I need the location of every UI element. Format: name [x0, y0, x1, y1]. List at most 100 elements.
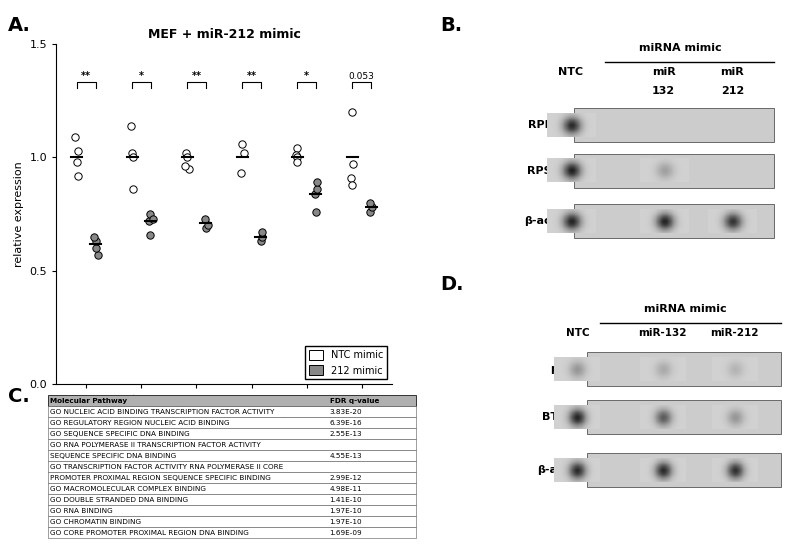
Title: MEF + miR-212 mimic: MEF + miR-212 mimic: [147, 29, 301, 41]
Bar: [48, 472, 416, 483]
Y-axis label: relative expression: relative expression: [14, 161, 24, 267]
Text: 6.39E-16: 6.39E-16: [330, 420, 362, 425]
Legend: NTC mimic, 212 mimic: NTC mimic, 212 mimic: [305, 346, 387, 379]
Text: RPS10: RPS10: [527, 166, 567, 176]
Point: [200, 223, 213, 232]
Text: GO SEQUENCE SPECIFIC DNA BINDING: GO SEQUENCE SPECIFIC DNA BINDING: [50, 431, 190, 436]
Text: GO REGULATORY REGION NUCLEIC ACID BINDING: GO REGULATORY REGION NUCLEIC ACID BINDIN…: [50, 420, 230, 425]
Text: B.: B.: [440, 16, 462, 36]
Point: [255, 228, 268, 237]
Bar: [48, 505, 416, 516]
Point: [126, 185, 139, 194]
Text: 2.99E-12: 2.99E-12: [330, 475, 362, 480]
Point: [234, 169, 247, 178]
Point: [126, 148, 138, 157]
Point: [238, 148, 250, 157]
Point: [127, 153, 140, 162]
Text: NTC: NTC: [566, 328, 589, 338]
Bar: [574, 108, 774, 142]
Point: [87, 232, 100, 241]
Text: GO DOUBLE STRANDED DNA BINDING: GO DOUBLE STRANDED DNA BINDING: [50, 497, 188, 502]
Point: [290, 151, 302, 160]
Text: 4.98E-11: 4.98E-11: [330, 486, 362, 491]
Point: [364, 208, 377, 216]
Bar: [48, 439, 416, 450]
Point: [181, 153, 194, 162]
Text: GO RNA BINDING: GO RNA BINDING: [50, 508, 113, 513]
Point: [345, 173, 358, 182]
Bar: [48, 406, 416, 417]
Text: miR: miR: [652, 67, 675, 77]
Point: [146, 214, 159, 223]
Point: [91, 250, 104, 259]
Point: [290, 158, 303, 166]
Text: PROMOTER PROXIMAL REGION SEQUENCE SPECIFIC BINDING: PROMOTER PROXIMAL REGION SEQUENCE SPECIF…: [50, 475, 270, 480]
Text: 1.41E-10: 1.41E-10: [330, 497, 362, 502]
Point: [71, 171, 84, 180]
Point: [310, 208, 322, 216]
Point: [90, 244, 102, 253]
Text: 132: 132: [652, 86, 675, 96]
Text: miR: miR: [721, 67, 744, 77]
Text: RPL27: RPL27: [528, 120, 567, 130]
Point: [254, 237, 267, 246]
Text: BTAF1: BTAF1: [542, 412, 581, 422]
Text: Molecular Pathway: Molecular Pathway: [50, 398, 127, 404]
Point: [310, 178, 323, 187]
Point: [366, 203, 378, 212]
Point: [345, 108, 358, 116]
Text: miR-212: miR-212: [710, 328, 759, 338]
Point: [256, 232, 269, 241]
Text: GO TRANSCRIPTION FACTOR ACTIVITY RNA POLYMERASE II CORE: GO TRANSCRIPTION FACTOR ACTIVITY RNA POL…: [50, 464, 283, 469]
Text: miRNA mimic: miRNA mimic: [639, 43, 722, 53]
Point: [346, 180, 358, 189]
Bar: [48, 527, 416, 538]
Text: β-actin: β-actin: [524, 216, 567, 226]
Bar: [48, 494, 416, 505]
Text: 4.55E-13: 4.55E-13: [330, 453, 362, 458]
Point: [236, 139, 249, 148]
Point: [143, 210, 156, 219]
Point: [179, 148, 192, 157]
Point: [178, 162, 191, 171]
Text: 2.55E-13: 2.55E-13: [330, 431, 362, 436]
Text: 212: 212: [721, 86, 744, 96]
Text: 1.69E-09: 1.69E-09: [330, 530, 362, 535]
Text: 3.83E-20: 3.83E-20: [330, 409, 362, 414]
Text: p300: p300: [550, 364, 581, 374]
Text: *: *: [304, 71, 309, 81]
Text: A.: A.: [8, 16, 31, 36]
Text: D.: D.: [440, 274, 463, 294]
Text: **: **: [191, 71, 202, 81]
Text: miR-132: miR-132: [638, 328, 687, 338]
Bar: [574, 154, 774, 188]
Point: [69, 132, 82, 141]
Bar: [587, 352, 781, 386]
Text: GO MACROMOLECULAR COMPLEX BINDING: GO MACROMOLECULAR COMPLEX BINDING: [50, 486, 206, 491]
Point: [125, 121, 138, 130]
Point: [198, 214, 211, 223]
Text: *: *: [139, 71, 144, 81]
Text: miRNA mimic: miRNA mimic: [644, 304, 727, 313]
Text: **: **: [246, 71, 257, 81]
Point: [182, 164, 195, 173]
Point: [364, 198, 377, 207]
Point: [144, 230, 157, 239]
Point: [90, 237, 102, 246]
Text: GO CORE PROMOTER PROXIMAL REGION DNA BINDING: GO CORE PROMOTER PROXIMAL REGION DNA BIN…: [50, 530, 249, 535]
Text: C.: C.: [8, 387, 30, 406]
Bar: [574, 204, 774, 238]
Bar: [48, 450, 416, 461]
Bar: [587, 400, 781, 434]
Bar: [48, 417, 416, 428]
Text: NTC: NTC: [558, 67, 583, 77]
Text: β-actin: β-actin: [537, 466, 581, 475]
Bar: [48, 516, 416, 527]
Text: 1.97E-10: 1.97E-10: [330, 508, 362, 513]
Text: GO RNA POLYMERASE II TRANSCRIPTION FACTOR ACTIVITY: GO RNA POLYMERASE II TRANSCRIPTION FACTO…: [50, 442, 261, 447]
Point: [290, 144, 303, 153]
Point: [311, 185, 324, 194]
Text: **: **: [82, 71, 91, 81]
Point: [309, 189, 322, 198]
Point: [291, 153, 304, 162]
